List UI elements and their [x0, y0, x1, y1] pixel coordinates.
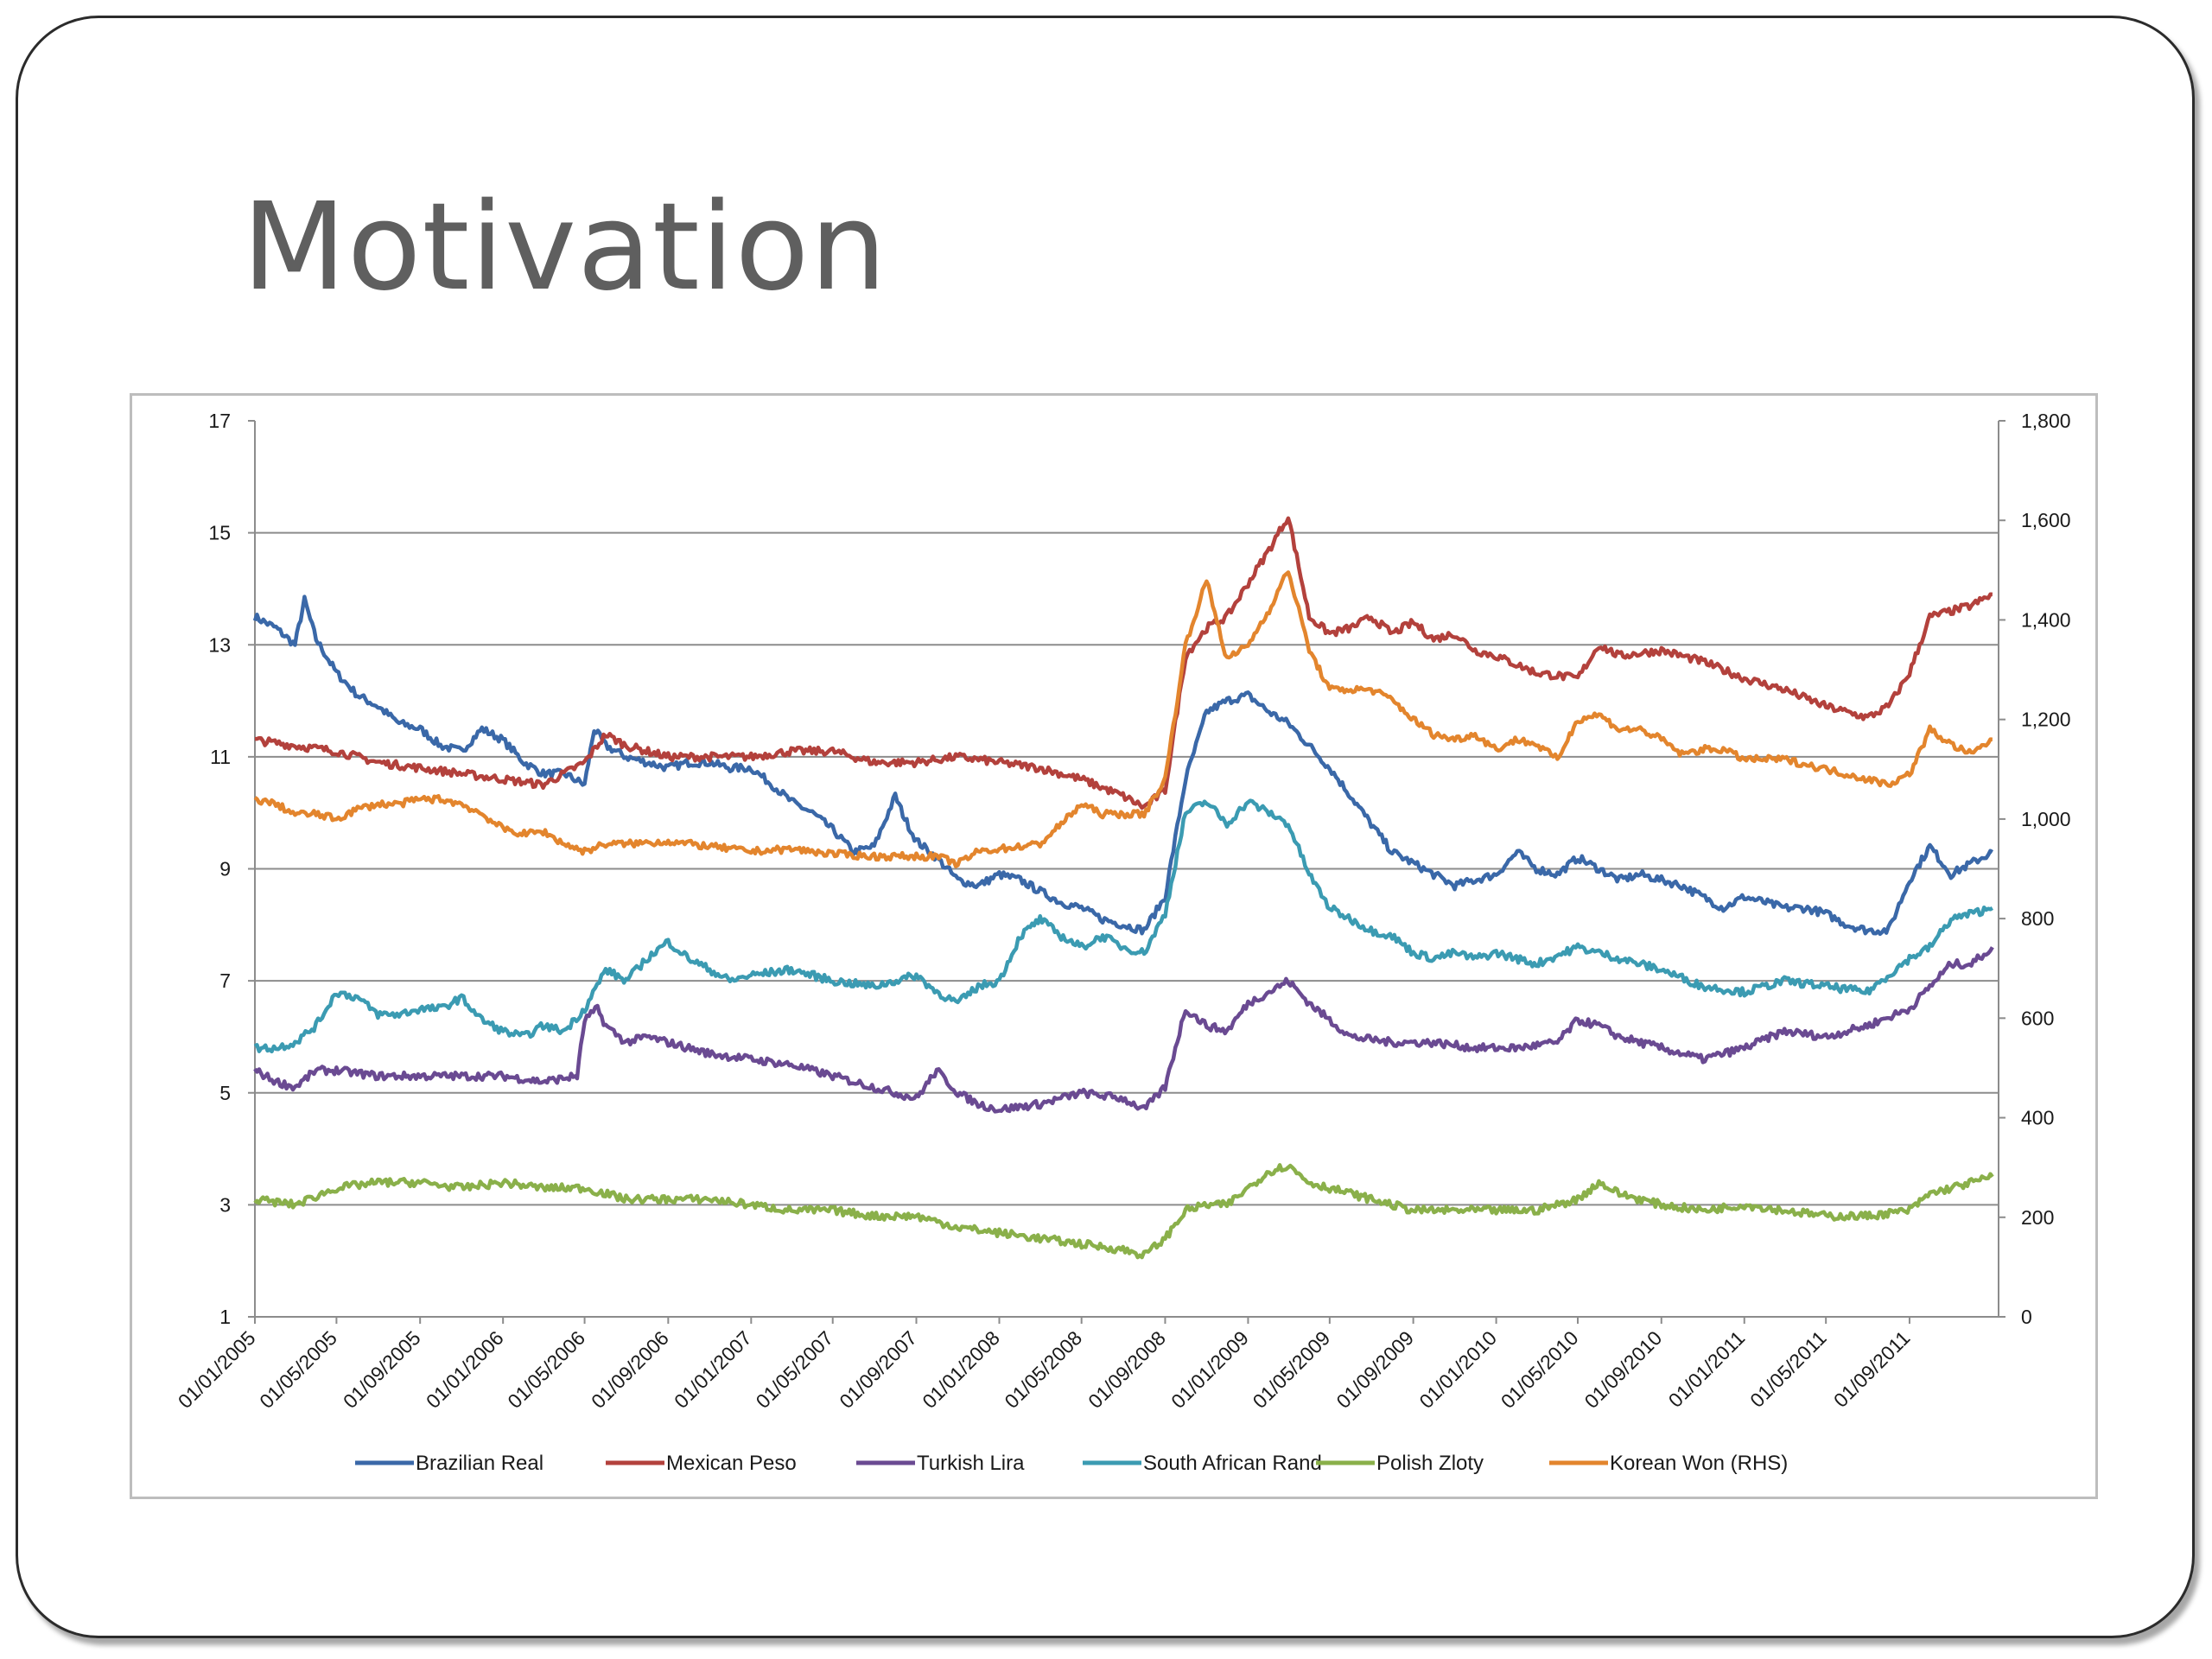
x-tick-label: 01/05/2005 [255, 1326, 341, 1413]
x-tick-label: 01/05/2009 [1249, 1326, 1335, 1413]
y-right-tick-label: 1,000 [2021, 808, 2071, 830]
x-tick-label: 01/05/2006 [503, 1326, 589, 1413]
y-right-tick-label: 1,800 [2021, 410, 2071, 432]
x-tick-label: 01/01/2008 [918, 1326, 1004, 1413]
y-left-tick-label: 1 [219, 1306, 231, 1328]
y-right-tick-label: 400 [2021, 1107, 2054, 1129]
x-tick-label: 01/05/2011 [1745, 1326, 1831, 1412]
series-line-korean-won-rhs [253, 570, 1993, 868]
y-left-tick-label: 11 [210, 746, 231, 768]
legend-label-korean-won-rhs: Korean Won (RHS) [1610, 1452, 1788, 1475]
x-tick-label: 01/09/2006 [587, 1326, 673, 1413]
series-line-polish-zloty [253, 1163, 1994, 1260]
series-line-brazilian-real [252, 594, 1994, 937]
legend-label-polish-zloty: Polish Zloty [1376, 1452, 1484, 1475]
legend-label-brazilian-real: Brazilian Real [416, 1452, 543, 1475]
legend-label-turkish-lira: Turkish Lira [917, 1452, 1025, 1475]
x-tick-label: 01/09/2005 [339, 1326, 425, 1413]
y-left-tick-label: 15 [208, 522, 231, 544]
legend-label-mexican-peso: Mexican Peso [666, 1452, 797, 1475]
x-tick-label: 01/09/2008 [1084, 1326, 1170, 1413]
series-line-turkish-lira [253, 946, 1994, 1114]
y-left-tick-label: 9 [219, 858, 231, 880]
line-chart: 17 15 13 11 9 7 5 3 1 1,800 1,600 1,400 1,200 1,000 80… [174, 410, 2071, 1475]
x-tick-label: 01/01/2009 [1166, 1326, 1253, 1413]
legend-label-south-african-rand: South African Rand [1143, 1452, 1322, 1475]
x-tick-label: 01/09/2010 [1580, 1326, 1667, 1413]
y-left-tick-label: 13 [208, 633, 231, 656]
y-right-tick-label: 800 [2021, 907, 2054, 930]
y-left-tick-label: 7 [219, 969, 231, 992]
y-left-tick-label: 5 [219, 1082, 231, 1104]
y-right-tick-label: 0 [2021, 1306, 2032, 1328]
x-tick-label: 01/05/2010 [1497, 1326, 1583, 1413]
chart-container: 17 15 13 11 9 7 5 3 1 1,800 1,600 1,400 1,200 1,000 80… [130, 393, 2098, 1499]
x-tick-label: 01/05/2008 [1000, 1326, 1086, 1413]
x-tick-label: 01/01/2011 [1664, 1326, 1750, 1412]
x-tick-label: 01/01/2007 [670, 1326, 756, 1413]
y-right-tick-label: 1,400 [2021, 608, 2071, 631]
x-tick-label: 01/09/2009 [1332, 1326, 1418, 1413]
y-right-tick-label: 1,200 [2021, 709, 2071, 731]
x-tick-label: 01/05/2007 [751, 1326, 837, 1413]
x-tick-label: 01/01/2010 [1414, 1326, 1501, 1413]
x-tick-label: 01/09/2007 [835, 1326, 921, 1413]
series-line-south-african-rand [253, 798, 1994, 1054]
x-tick-label: 01/09/2011 [1829, 1326, 1915, 1412]
y-left-tick-label: 17 [208, 410, 231, 432]
x-tick-label: 01/01/2006 [422, 1326, 508, 1413]
y-right-tick-label: 1,600 [2021, 509, 2071, 531]
x-tick-label: 01/01/2005 [174, 1326, 260, 1413]
y-right-tick-label: 600 [2021, 1007, 2054, 1029]
y-left-tick-label: 3 [219, 1193, 231, 1216]
series-line-mexican-peso [255, 516, 1993, 810]
slide-title: Motivation [242, 177, 888, 318]
y-right-tick-label: 200 [2021, 1206, 2054, 1229]
